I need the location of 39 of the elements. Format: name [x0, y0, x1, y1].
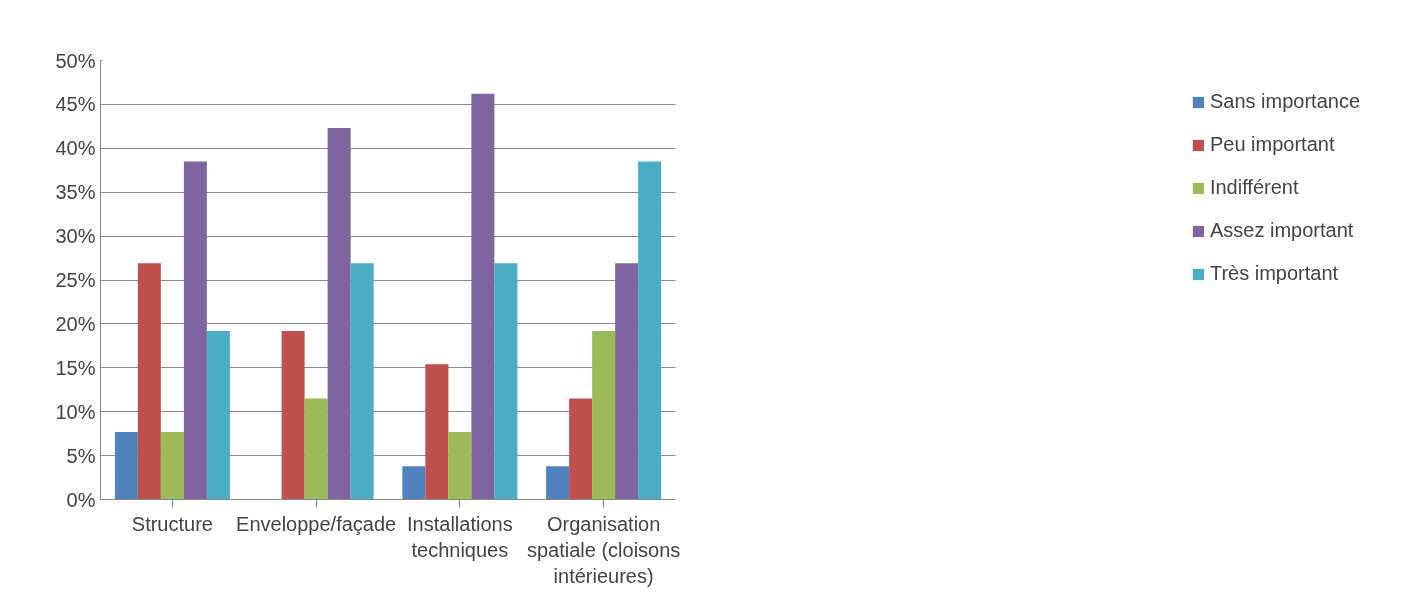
y-tick-label: 45%	[55, 93, 96, 116]
bar	[546, 466, 570, 500]
bar	[350, 263, 374, 500]
legend-label: Sans importance	[1209, 90, 1360, 113]
y-tick-label: 15%	[55, 356, 96, 379]
bar	[615, 263, 639, 500]
bar	[304, 398, 328, 500]
y-tick-label: 20%	[55, 312, 96, 335]
y-tick-label: 25%	[55, 269, 96, 291]
bar	[592, 330, 616, 500]
legend-label: Indifférent	[1209, 176, 1299, 199]
bar	[638, 161, 662, 500]
bar	[137, 263, 161, 500]
legend-label: Très important	[1209, 262, 1339, 285]
bar	[281, 330, 305, 500]
bar	[183, 161, 207, 500]
bar	[425, 364, 449, 500]
y-tick-label: 10%	[55, 400, 96, 423]
x-tick-label: Installations techniques	[407, 512, 513, 561]
x-tick-label: Structure	[131, 512, 213, 535]
legend-label: Peu important	[1209, 133, 1335, 156]
y-tick-label: 35%	[55, 181, 96, 204]
bar	[471, 93, 495, 500]
bar	[114, 431, 138, 500]
legend-label: Assez important	[1209, 219, 1354, 242]
y-tick-label: 40%	[55, 137, 96, 160]
y-tick-label: 30%	[55, 225, 96, 248]
y-tick-label: 50%	[55, 49, 96, 72]
bar	[569, 398, 593, 500]
bar	[494, 263, 518, 500]
bar	[448, 431, 472, 500]
bar	[206, 330, 230, 500]
x-tick-label: Enveloppe/façade	[236, 512, 397, 535]
y-tick-label: 0%	[66, 488, 96, 511]
y-tick-label: 5%	[66, 444, 96, 467]
bar	[327, 128, 351, 500]
bar	[160, 431, 184, 500]
bar	[402, 466, 426, 500]
x-tick-label: Organisation spatiale (cloisons intérieures)	[526, 512, 681, 588]
